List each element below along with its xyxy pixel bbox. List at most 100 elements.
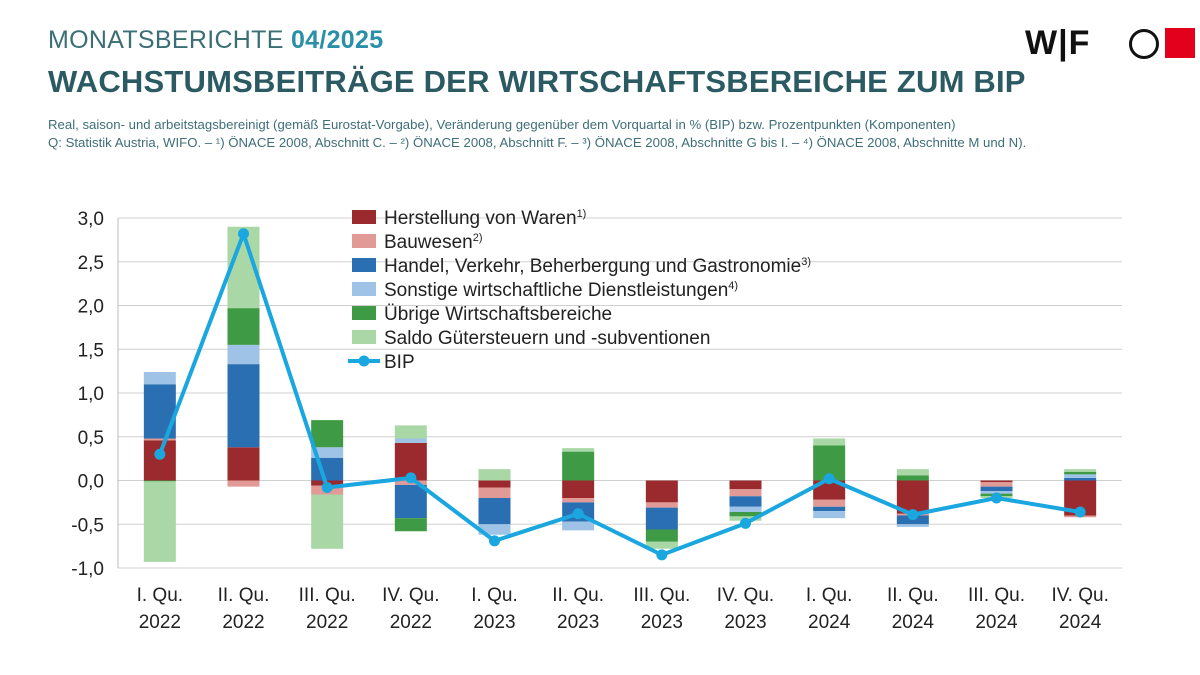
- bar-segment-series-3-q1: [227, 344, 260, 365]
- bar-segment-series-4-q9: [896, 475, 929, 481]
- legend-swatch-4: [352, 306, 376, 320]
- bip-point-q1: [238, 228, 249, 240]
- bar-segment-series-3-q3: [394, 438, 427, 443]
- bar-segment-series-4-q3: [394, 518, 427, 532]
- bar-segment-series-2-q3: [394, 484, 427, 519]
- bars-layer: [143, 226, 1097, 562]
- x-tick-label: II. Qu. 2022: [218, 585, 270, 633]
- bar-segment-series-2-q6: [645, 507, 678, 530]
- y-tick-label: 3,0: [78, 209, 104, 230]
- x-tick-label: III. Qu. 2022: [299, 585, 356, 633]
- bar-segment-series-3-q7: [729, 506, 762, 512]
- bar-segment-series-3-q9: [896, 524, 929, 527]
- bar-segment-series-1-q4: [478, 487, 511, 498]
- bar-segment-series-1-q1: [227, 480, 260, 487]
- chart-title: WACHSTUMSBEITRÄGE DER WIRTSCHAFTSBEREICH…: [48, 64, 1026, 99]
- bar-segment-series-5-q6: [645, 541, 678, 549]
- bar-segment-series-2-q1: [227, 364, 260, 448]
- legend-swatch-2: [352, 258, 376, 272]
- grid-layer: [117, 217, 1122, 569]
- x-tick-label: IV. Qu. 2023: [717, 585, 774, 633]
- bar-segment-series-3-q4: [478, 524, 511, 535]
- bar-segment-series-5-q9: [896, 469, 929, 476]
- bar-segment-series-4-q2: [311, 420, 344, 448]
- legend-swatch-1: [352, 234, 376, 248]
- legend-label-bip: BIP: [384, 352, 415, 373]
- bip-point-q10: [991, 492, 1002, 504]
- legend-label-4: Übrige Wirtschaftsbereiche: [384, 304, 612, 325]
- bar-segment-series-5-q0: [143, 481, 176, 562]
- bip-point-q9: [907, 509, 919, 521]
- y-tick-label: 0,0: [78, 472, 104, 493]
- y-tick-label: 1,0: [78, 384, 104, 405]
- legend-label-5: Saldo Gütersteuern und -subventionen: [384, 328, 710, 349]
- bar-segment-series-4-q6: [645, 529, 678, 542]
- bar-segment-series-1-q0: [143, 438, 176, 441]
- bar-segment-series-3-q5: [562, 521, 595, 531]
- report-issue: 04/2025: [290, 26, 384, 54]
- x-tick-label: I. Qu. 2022: [137, 585, 183, 633]
- y-tick-label: 1,5: [78, 340, 104, 361]
- y-tick-label: 2,5: [78, 253, 104, 274]
- legend-swatch-5: [352, 330, 376, 344]
- bar-segment-series-3-q8: [813, 511, 846, 519]
- legend-marker-bip: [358, 355, 370, 367]
- wifo-logo-text: W|F: [1025, 24, 1091, 62]
- bip-point-q6: [656, 549, 668, 561]
- bar-segment-series-0-q8: [813, 480, 846, 500]
- bar-segment-series-1-q7: [729, 489, 762, 497]
- x-tick-label: IV. Qu. 2022: [382, 585, 439, 633]
- wifo-logo-square: [1165, 28, 1195, 58]
- x-tick-label: III. Qu. 2023: [633, 585, 690, 633]
- bar-segment-series-2-q7: [729, 496, 762, 507]
- bar-segment-series-4-q7: [729, 512, 762, 517]
- bip-line-layer: [154, 228, 1086, 561]
- bip-point-q3: [405, 472, 417, 484]
- bar-segment-series-1-q5: [562, 498, 595, 503]
- bip-point-q5: [572, 508, 584, 520]
- bip-point-q4: [489, 535, 500, 547]
- legend-swatch-3: [352, 282, 376, 296]
- bar-segment-series-5-q5: [562, 448, 595, 452]
- report-series-name: MONATSBERICHTE: [48, 26, 284, 54]
- y-tick-label: -0,5: [71, 515, 104, 536]
- bip-line: [157, 231, 1081, 557]
- x-tick-label: III. Qu. 2024: [968, 585, 1025, 633]
- report-series-header: MONATSBERICHTE 04/2025: [48, 26, 383, 55]
- bar-segment-series-3-q10: [980, 491, 1013, 494]
- bar-segment-series-0-q0: [143, 440, 176, 481]
- bar-segment-series-0-q7: [729, 480, 762, 490]
- bar-segment-series-0-q4: [478, 480, 511, 488]
- legend-label-3: Sonstige wirtschaftliche Dienstleistunge…: [384, 280, 738, 301]
- bar-segment-series-3-q11: [1064, 474, 1097, 478]
- bip-point-q0: [154, 448, 166, 460]
- bar-segment-series-2-q10: [980, 486, 1013, 491]
- bar-segment-series-0-q1: [227, 447, 260, 481]
- bar-segment-series-1-q6: [645, 502, 678, 508]
- bar-segment-series-5-q4: [478, 469, 511, 481]
- x-tick-label: II. Qu. 2023: [552, 585, 604, 633]
- bar-segment-series-3-q0: [143, 372, 176, 385]
- bar-segment-series-3-q2: [311, 447, 344, 458]
- legend-label-0: Herstellung von Waren1): [384, 208, 586, 229]
- bar-segment-series-2-q2: [311, 457, 344, 481]
- bar-segment-series-5-q2: [311, 494, 344, 549]
- bar-segment-series-2-q11: [1064, 477, 1097, 481]
- bar-segment-series-4-q0: [143, 480, 176, 482]
- bip-point-q11: [1074, 506, 1086, 518]
- bip-point-q8: [823, 473, 835, 485]
- axis-layer: 3,0 2,5 2,0 1,5 1,0 0,5 0,0 -0,5 -1,0 I. Qu. 2022 I…: [71, 209, 1109, 633]
- bar-segment-series-4-q11: [1064, 471, 1097, 475]
- bar-segment-series-5-q3: [394, 425, 427, 439]
- wifo-logo: W|F: [1025, 24, 1195, 62]
- bar-segment-series-5-q11: [1064, 469, 1097, 472]
- y-tick-label: 0,5: [78, 428, 104, 449]
- bar-segment-series-1-q10: [980, 482, 1013, 487]
- bip-point-q7: [740, 517, 751, 529]
- legend: Herstellung von Waren1) Bauwesen2) Handel,…: [348, 208, 811, 373]
- bar-segment-series-1-q8: [813, 499, 846, 507]
- x-tick-label: I. Qu. 2023: [471, 585, 517, 633]
- bar-segment-series-0-q10: [980, 480, 1013, 483]
- chart-subtitle: Real, saison- und arbeitstagsbereinigt (…: [48, 117, 956, 132]
